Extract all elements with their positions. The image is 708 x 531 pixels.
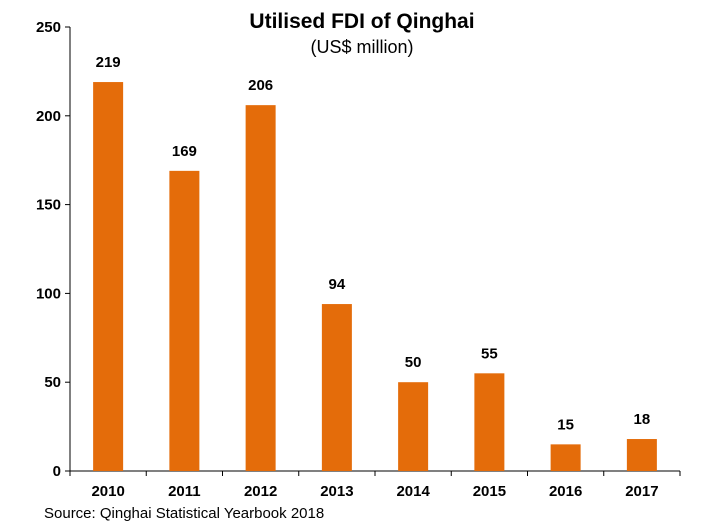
- y-tick-label: 250: [36, 19, 61, 36]
- data-label-2013: 94: [329, 276, 346, 293]
- x-tick-label-2011: 2011: [168, 483, 201, 500]
- data-label-2010: 219: [96, 54, 121, 71]
- x-tick-label-2015: 2015: [473, 483, 506, 500]
- chart-title: Utilised FDI of Qinghai: [249, 10, 474, 33]
- y-tick-label: 200: [36, 108, 61, 125]
- x-tick-label-2016: 2016: [549, 483, 582, 500]
- x-tick-label-2012: 2012: [244, 483, 277, 500]
- y-tick-label: 50: [44, 374, 61, 391]
- chart-subtitle: (US$ million): [310, 37, 413, 57]
- x-tick-label-2017: 2017: [625, 483, 658, 500]
- bar-2013: [321, 304, 352, 471]
- bar-2010: [93, 82, 124, 471]
- y-tick-label: 100: [36, 285, 61, 302]
- bar-2016: [550, 444, 581, 471]
- bar-2012: [245, 105, 276, 472]
- x-tick-label-2013: 2013: [320, 483, 353, 500]
- y-tick-label: 0: [53, 463, 61, 480]
- data-label-2011: 169: [172, 143, 197, 160]
- bar-2017: [626, 439, 657, 471]
- bar-2011: [169, 170, 200, 471]
- data-label-2016: 15: [557, 416, 574, 433]
- x-tick-label-2010: 2010: [91, 483, 124, 500]
- tick-labels: 0 50 100 150 200 250 219 2010 169 2011 206 2012 94 20…: [36, 19, 659, 500]
- bars: [93, 82, 657, 472]
- x-tick-label-2014: 2014: [396, 483, 430, 500]
- axes: [65, 26, 681, 476]
- y-tick-label: 150: [36, 197, 61, 214]
- bar-2015: [474, 373, 505, 471]
- data-label-2012: 206: [248, 77, 273, 94]
- data-label-2014: 50: [405, 354, 422, 371]
- data-label-2017: 18: [634, 411, 651, 428]
- bar-2014: [398, 382, 429, 471]
- data-label-2015: 55: [481, 345, 498, 362]
- source-note: Source: Qinghai Statistical Yearbook 201…: [44, 505, 325, 522]
